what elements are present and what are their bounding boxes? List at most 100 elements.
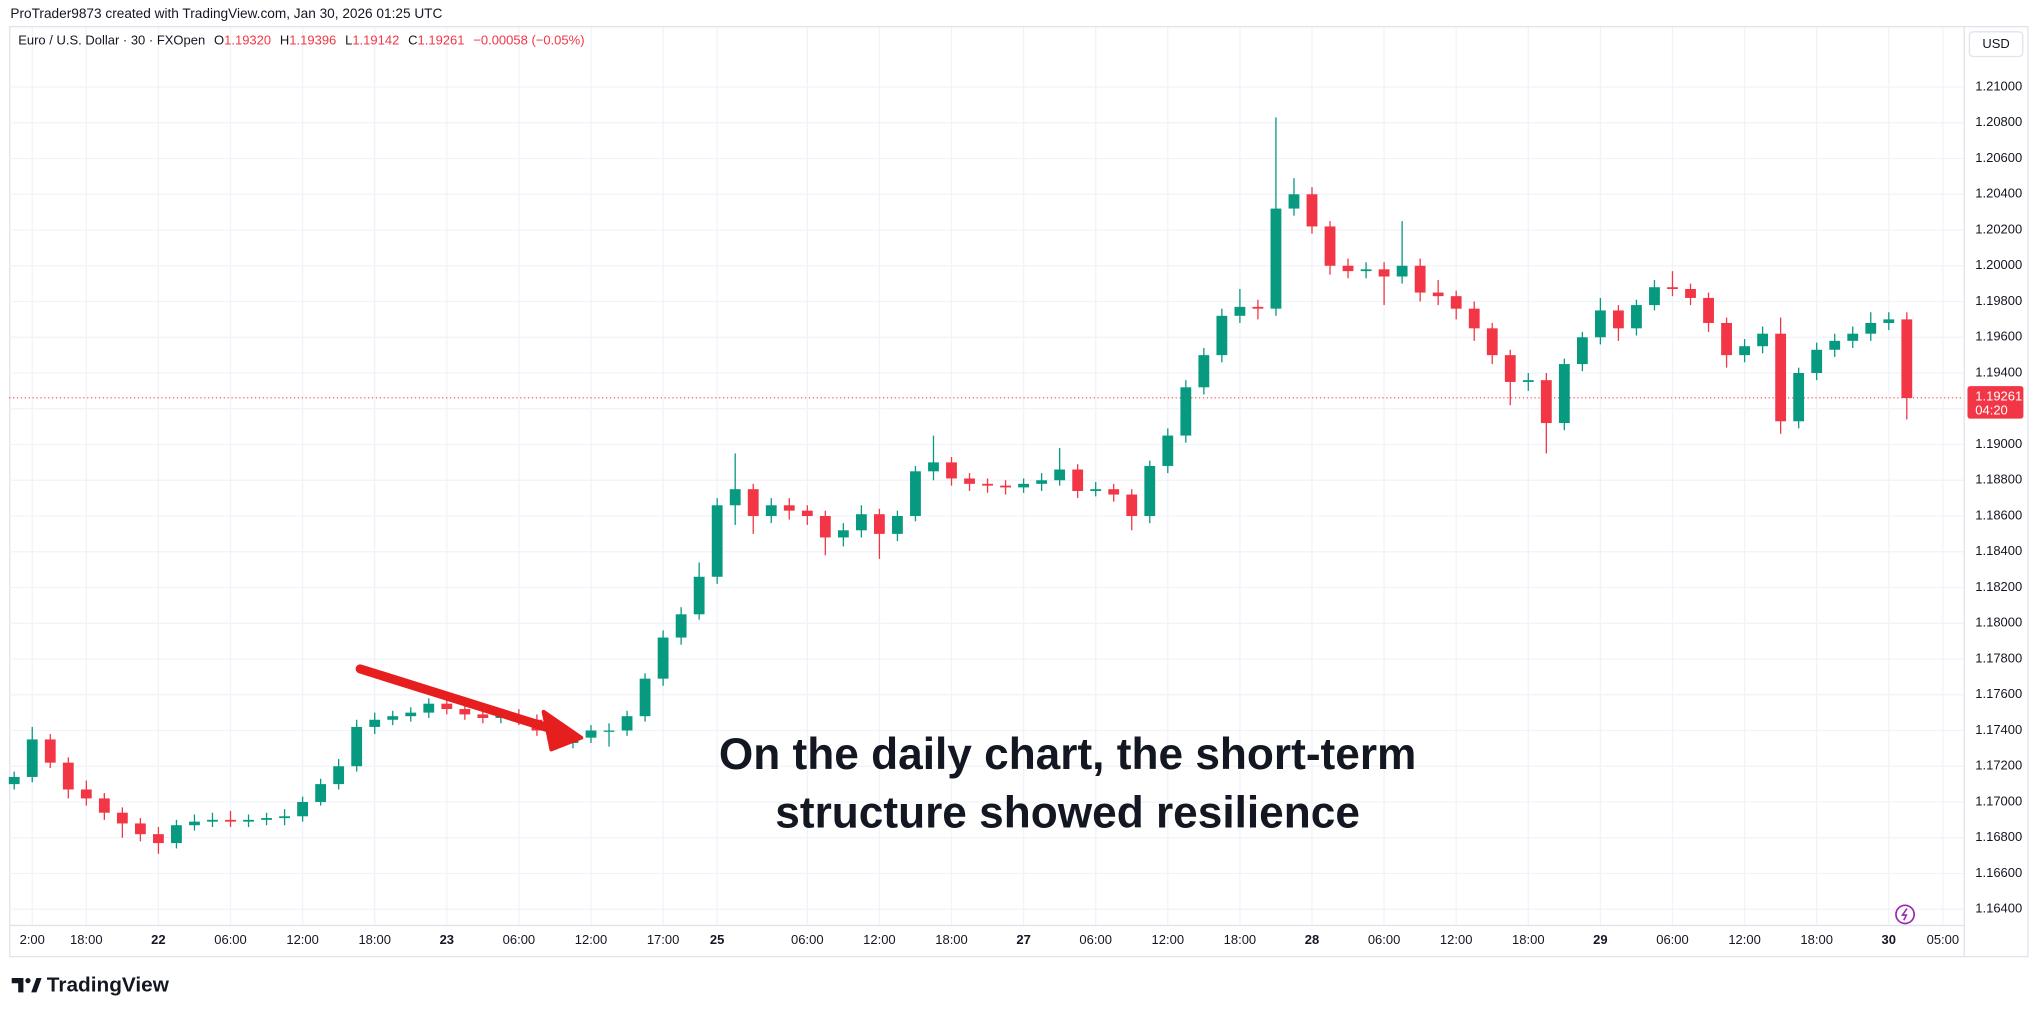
symbol-legend: Euro / U.S. Dollar · 30 · FXOpen O1.1932… — [18, 33, 584, 48]
candle-body — [1594, 310, 1606, 338]
candle-body — [26, 739, 38, 777]
x-tick-label: 28 — [1305, 932, 1319, 947]
y-tick-label: 1.19600 — [1975, 329, 2022, 344]
candle-body — [747, 489, 759, 517]
candle-body — [1558, 364, 1570, 424]
candle-body — [441, 703, 453, 710]
candle-body — [333, 766, 345, 785]
x-tick-label: 17:00 — [647, 932, 680, 947]
logo-mark — [31, 978, 42, 993]
candle-body — [351, 726, 363, 767]
candle-body — [801, 510, 813, 517]
x-tick-label: 27 — [1016, 932, 1030, 947]
candle-body — [189, 821, 200, 826]
candle-body — [693, 576, 705, 615]
candle-body — [1667, 287, 1678, 290]
arrow-shaft — [355, 664, 564, 736]
x-tick-label: 18:00 — [1800, 932, 1833, 947]
x-tick-label: 18:00 — [358, 932, 391, 947]
x-tick-label: 2:00 — [20, 932, 45, 947]
candle-body — [1901, 319, 1913, 399]
axis-labels: 1.21000 1.20800 1.20600 1.20400 1.20200 1.200… — [20, 78, 2024, 947]
x-tick-label: 18:00 — [70, 932, 103, 947]
candle-body — [946, 462, 957, 479]
candle-body — [1234, 306, 1246, 316]
currency-box[interactable] — [1968, 31, 2024, 58]
replay-icon[interactable] — [1895, 904, 1916, 925]
candle-body — [1775, 333, 1787, 422]
candle-body — [639, 678, 651, 717]
x-tick-label: 12:00 — [1152, 932, 1185, 947]
candle-body — [171, 825, 182, 844]
y-tick-label: 1.18200 — [1975, 579, 2022, 594]
x-tick-label: 12:00 — [1728, 932, 1761, 947]
candle-body — [1522, 380, 1534, 382]
candle-body — [1396, 265, 1408, 277]
y-tick-label: 1.18400 — [1975, 543, 2022, 558]
x-tick-label: 18:00 — [1224, 932, 1257, 947]
candle-body — [1126, 494, 1138, 517]
x-tick-label: 12:00 — [863, 932, 896, 947]
candle-body — [1865, 322, 1877, 334]
candle-body — [1847, 333, 1859, 341]
y-tick-label: 1.20000 — [1975, 257, 2022, 272]
x-tick-label: 06:00 — [791, 932, 824, 947]
candle-body — [1486, 328, 1498, 356]
ohlc-value: 1.19261 — [418, 33, 465, 48]
candle-body — [1000, 485, 1011, 488]
ohlc-key: C — [408, 33, 417, 48]
candle-body — [423, 703, 435, 713]
y-tick-label: 1.17200 — [1975, 758, 2022, 773]
ohlc-value: 1.19320 — [224, 33, 271, 48]
x-tick-label: 29 — [1593, 932, 1607, 947]
y-tick-label: 1.20200 — [1975, 221, 2022, 236]
y-tick-label: 1.16400 — [1975, 901, 2022, 916]
x-tick-label: 05:00 — [1927, 932, 1960, 947]
symbol: Euro / U.S. Dollar · 30 · FXOpen — [18, 33, 205, 48]
candle-body — [783, 505, 795, 511]
candle-body — [1721, 322, 1732, 356]
x-tick-label: 25 — [710, 932, 724, 947]
candle-body — [729, 489, 741, 506]
candle-body — [243, 819, 254, 822]
candle-body — [1018, 483, 1030, 488]
candle-body — [819, 516, 831, 538]
currency-button[interactable]: USD — [1968, 31, 2024, 58]
y-tick-label: 1.17400 — [1975, 722, 2022, 737]
candle-body — [1270, 208, 1282, 309]
candle-body — [855, 514, 867, 531]
y-tick-label: 1.17600 — [1975, 686, 2022, 701]
x-tick-label: 06:00 — [214, 932, 247, 947]
change: −0.00058 (−0.05%) — [473, 33, 584, 48]
x-tick-label: 12:00 — [1440, 932, 1473, 947]
icon-bolt[interactable] — [1900, 908, 1908, 921]
y-tick-label: 1.17000 — [1975, 793, 2022, 808]
candle-body — [1054, 469, 1066, 481]
candle-body — [207, 819, 218, 822]
currency-label[interactable]: USD — [1982, 36, 2009, 51]
candle-body — [1613, 310, 1624, 329]
x-tick-label: 18:00 — [1512, 932, 1545, 947]
y-tick-label: 1.19800 — [1975, 293, 2022, 308]
x-tick-label: 30 — [1882, 932, 1896, 947]
y-tick-label: 1.20800 — [1975, 114, 2022, 129]
candle-body — [1883, 319, 1895, 323]
annotation-arrow — [355, 664, 584, 752]
candle-body — [837, 530, 849, 538]
chart-frame — [9, 25, 2029, 958]
credit: ProTrader9873 created with TradingView.c… — [10, 6, 442, 21]
candle-body — [1504, 355, 1516, 382]
ohlc-value: 1.19142 — [352, 33, 399, 48]
x-tick-label: 22 — [151, 932, 165, 947]
x-tick-label: 06:00 — [503, 932, 536, 947]
candle-body — [1414, 265, 1426, 293]
candle-body — [1829, 340, 1841, 350]
icon-circle[interactable] — [1895, 904, 1916, 925]
brand-name: TradingView — [47, 973, 170, 996]
price-tag-countdown: 04:20 — [1975, 402, 2008, 417]
candle-body — [982, 483, 993, 486]
candle-body — [1540, 380, 1552, 424]
